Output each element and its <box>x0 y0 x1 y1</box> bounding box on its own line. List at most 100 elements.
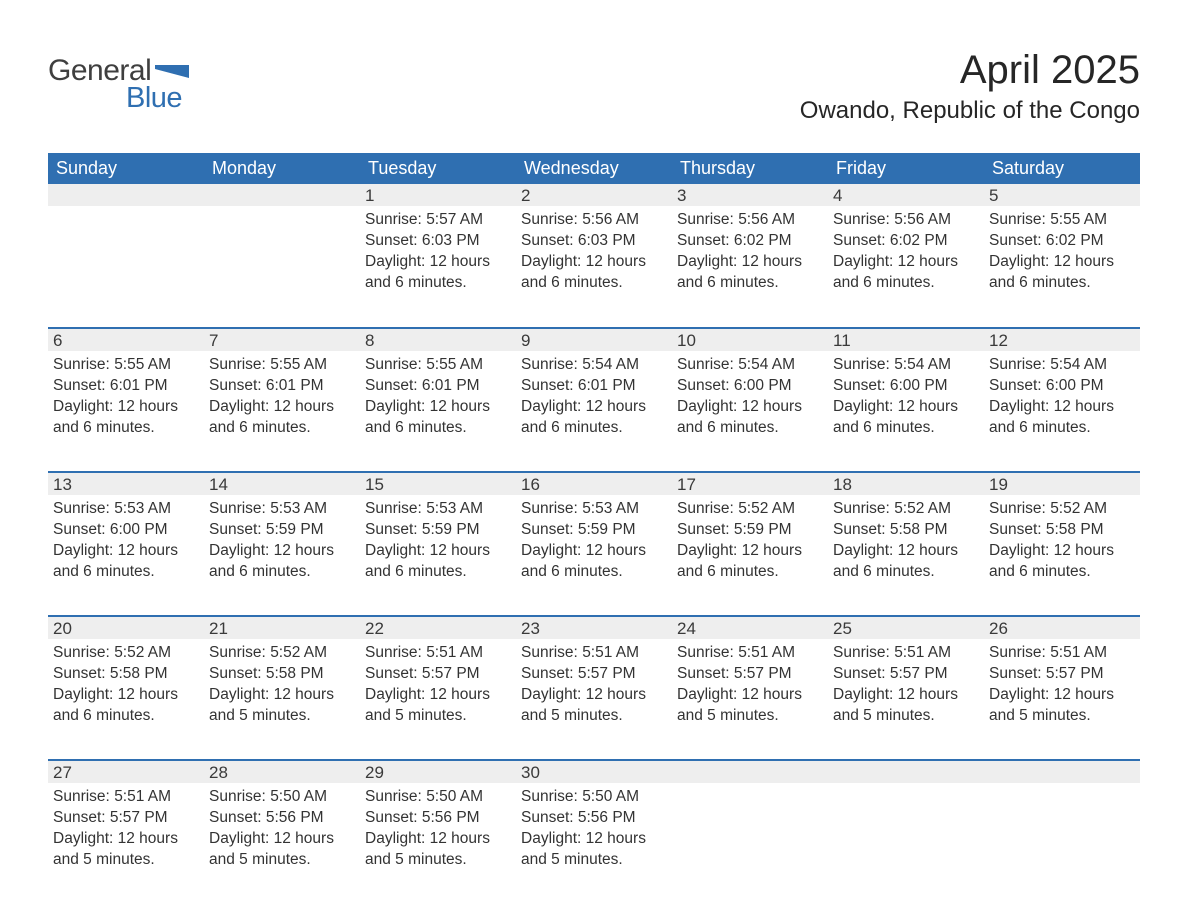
calendar-table: Sunday Monday Tuesday Wednesday Thursday… <box>48 153 1140 904</box>
sunset-value: 5:58 PM <box>266 665 324 682</box>
sunrise-value: 5:51 AM <box>426 644 483 661</box>
cell-body: Sunrise: 5:53 AMSunset: 5:59 PMDaylight:… <box>360 495 516 582</box>
daylight-line: Daylight: 12 hours and 6 minutes. <box>365 540 510 582</box>
sunrise-value: 5:55 AM <box>1050 211 1107 228</box>
day-number: 28 <box>204 761 360 783</box>
month-title: April 2025 <box>800 48 1140 93</box>
sunset-label: Sunset: <box>521 521 574 538</box>
col-monday: Monday <box>204 153 360 184</box>
day-number: 13 <box>48 473 204 495</box>
sunset-line: Sunset: 5:57 PM <box>833 663 978 684</box>
sunset-line: Sunset: 5:59 PM <box>365 519 510 540</box>
sunset-line: Sunset: 5:56 PM <box>521 807 666 828</box>
day-number: 18 <box>828 473 984 495</box>
cell-body: Sunrise: 5:52 AMSunset: 5:59 PMDaylight:… <box>672 495 828 582</box>
day-number: 2 <box>516 184 672 206</box>
header: General Blue April 2025 Owando, Republic… <box>48 48 1140 125</box>
daylight-line: Daylight: 12 hours and 6 minutes. <box>521 251 666 293</box>
brand-logo: General Blue <box>48 48 189 115</box>
daylight-line: Daylight: 12 hours and 5 minutes. <box>365 684 510 726</box>
cell-body: Sunrise: 5:55 AMSunset: 6:01 PMDaylight:… <box>48 351 204 438</box>
sunrise-label: Sunrise: <box>833 644 890 661</box>
calendar-cell: 27Sunrise: 5:51 AMSunset: 5:57 PMDayligh… <box>48 760 204 904</box>
day-number: 1 <box>360 184 516 206</box>
sunrise-value: 5:51 AM <box>894 644 951 661</box>
sunset-label: Sunset: <box>989 665 1042 682</box>
sunrise-line: Sunrise: 5:53 AM <box>365 498 510 519</box>
cell-body: Sunrise: 5:51 AMSunset: 5:57 PMDaylight:… <box>48 783 204 870</box>
sunset-label: Sunset: <box>677 377 730 394</box>
daylight-line: Daylight: 12 hours and 6 minutes. <box>989 396 1134 438</box>
cell-body: Sunrise: 5:51 AMSunset: 5:57 PMDaylight:… <box>360 639 516 726</box>
sunset-line: Sunset: 6:02 PM <box>989 230 1134 251</box>
sunset-label: Sunset: <box>521 809 574 826</box>
calendar-cell: 5Sunrise: 5:55 AMSunset: 6:02 PMDaylight… <box>984 184 1140 328</box>
sunset-line: Sunset: 6:03 PM <box>521 230 666 251</box>
sunset-line: Sunset: 6:00 PM <box>677 375 822 396</box>
sunrise-line: Sunrise: 5:54 AM <box>677 354 822 375</box>
cell-body: Sunrise: 5:52 AMSunset: 5:58 PMDaylight:… <box>48 639 204 726</box>
cell-body: Sunrise: 5:55 AMSunset: 6:01 PMDaylight:… <box>360 351 516 438</box>
calendar-cell: 12Sunrise: 5:54 AMSunset: 6:00 PMDayligh… <box>984 328 1140 472</box>
sunrise-value: 5:50 AM <box>582 788 639 805</box>
calendar-cell: 28Sunrise: 5:50 AMSunset: 5:56 PMDayligh… <box>204 760 360 904</box>
sunset-label: Sunset: <box>833 232 886 249</box>
sunrise-value: 5:56 AM <box>894 211 951 228</box>
cell-body: Sunrise: 5:50 AMSunset: 5:56 PMDaylight:… <box>204 783 360 870</box>
cell-body: Sunrise: 5:55 AMSunset: 6:01 PMDaylight:… <box>204 351 360 438</box>
sunset-label: Sunset: <box>365 377 418 394</box>
sunset-label: Sunset: <box>365 665 418 682</box>
sunset-label: Sunset: <box>677 665 730 682</box>
sunset-line: Sunset: 6:01 PM <box>521 375 666 396</box>
sunset-line: Sunset: 6:03 PM <box>365 230 510 251</box>
sunrise-label: Sunrise: <box>209 356 266 373</box>
daylight-label: Daylight: <box>53 542 113 559</box>
sunrise-value: 5:56 AM <box>738 211 795 228</box>
sunrise-value: 5:53 AM <box>426 500 483 517</box>
calendar-cell: 3Sunrise: 5:56 AMSunset: 6:02 PMDaylight… <box>672 184 828 328</box>
cell-body: Sunrise: 5:53 AMSunset: 6:00 PMDaylight:… <box>48 495 204 582</box>
calendar-cell: 4Sunrise: 5:56 AMSunset: 6:02 PMDaylight… <box>828 184 984 328</box>
sunrise-line: Sunrise: 5:52 AM <box>677 498 822 519</box>
sunset-value: 5:59 PM <box>266 521 324 538</box>
sunrise-line: Sunrise: 5:56 AM <box>833 209 978 230</box>
day-number: 24 <box>672 617 828 639</box>
sunrise-value: 5:52 AM <box>114 644 171 661</box>
daylight-label: Daylight: <box>521 253 581 270</box>
calendar-week: 20Sunrise: 5:52 AMSunset: 5:58 PMDayligh… <box>48 616 1140 760</box>
calendar-cell: 1Sunrise: 5:57 AMSunset: 6:03 PMDaylight… <box>360 184 516 328</box>
sunrise-value: 5:52 AM <box>1050 500 1107 517</box>
sunset-line: Sunset: 5:58 PM <box>989 519 1134 540</box>
sunrise-value: 5:54 AM <box>738 356 795 373</box>
sunrise-line: Sunrise: 5:56 AM <box>677 209 822 230</box>
cell-body: Sunrise: 5:51 AMSunset: 5:57 PMDaylight:… <box>516 639 672 726</box>
calendar-cell: 11Sunrise: 5:54 AMSunset: 6:00 PMDayligh… <box>828 328 984 472</box>
sunrise-label: Sunrise: <box>833 211 890 228</box>
sunrise-label: Sunrise: <box>521 211 578 228</box>
sunrise-label: Sunrise: <box>521 356 578 373</box>
cell-body: Sunrise: 5:54 AMSunset: 6:00 PMDaylight:… <box>672 351 828 438</box>
daylight-line: Daylight: 12 hours and 6 minutes. <box>365 396 510 438</box>
sunset-line: Sunset: 6:00 PM <box>833 375 978 396</box>
daylight-line: Daylight: 12 hours and 5 minutes. <box>677 684 822 726</box>
sunrise-value: 5:51 AM <box>738 644 795 661</box>
sunrise-line: Sunrise: 5:50 AM <box>521 786 666 807</box>
sunset-label: Sunset: <box>209 377 262 394</box>
sunset-value: 6:00 PM <box>890 377 948 394</box>
sunrise-line: Sunrise: 5:56 AM <box>521 209 666 230</box>
sunset-value: 6:02 PM <box>734 232 792 249</box>
sunrise-line: Sunrise: 5:50 AM <box>209 786 354 807</box>
sunrise-value: 5:54 AM <box>582 356 639 373</box>
sunrise-label: Sunrise: <box>365 644 422 661</box>
sunset-line: Sunset: 5:56 PM <box>209 807 354 828</box>
daylight-line: Daylight: 12 hours and 6 minutes. <box>833 396 978 438</box>
sunset-line: Sunset: 6:01 PM <box>53 375 198 396</box>
daylight-line: Daylight: 12 hours and 5 minutes. <box>833 684 978 726</box>
sunset-value: 5:56 PM <box>266 809 324 826</box>
sunrise-line: Sunrise: 5:54 AM <box>521 354 666 375</box>
sunrise-label: Sunrise: <box>53 788 110 805</box>
sunset-line: Sunset: 5:57 PM <box>53 807 198 828</box>
calendar-cell: 29Sunrise: 5:50 AMSunset: 5:56 PMDayligh… <box>360 760 516 904</box>
sunset-label: Sunset: <box>521 665 574 682</box>
daylight-line: Daylight: 12 hours and 6 minutes. <box>677 396 822 438</box>
